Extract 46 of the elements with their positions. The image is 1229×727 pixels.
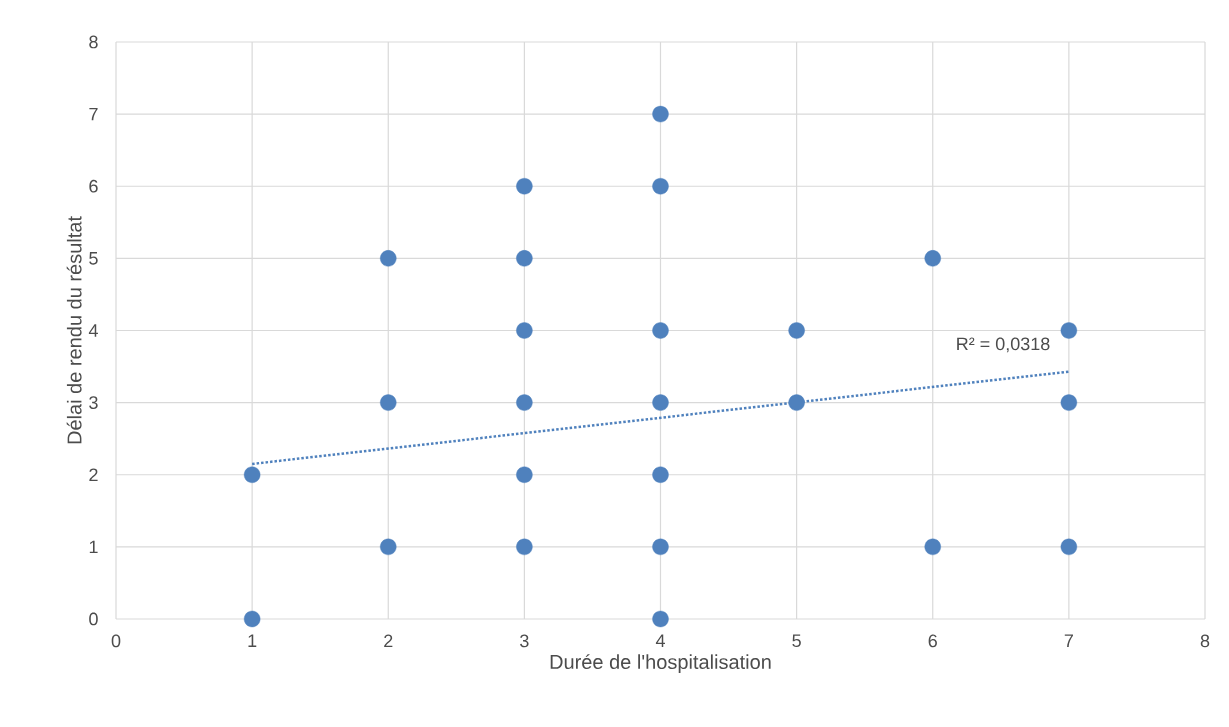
x-tick-label: 1 [248, 634, 257, 647]
y-tick-label: 7 [89, 107, 98, 121]
y-tick-label: 0 [89, 612, 98, 626]
point [652, 322, 669, 339]
point [516, 466, 533, 483]
y-axis-title: Délai de rendu du résultat [66, 216, 82, 444]
point [243, 610, 261, 628]
point [1060, 394, 1078, 411]
y-tick-label: 5 [89, 252, 98, 265]
point [380, 538, 397, 556]
point [924, 538, 941, 556]
y-tick-label: 1 [89, 540, 98, 554]
y-tick-label: 6 [89, 179, 98, 193]
point [652, 466, 669, 483]
point [516, 394, 533, 411]
x-tick-label: 2 [384, 634, 393, 648]
point [788, 322, 805, 339]
point [516, 322, 533, 339]
point [380, 394, 397, 411]
point [652, 105, 669, 123]
x-tick-label: 5 [792, 634, 801, 648]
point [516, 178, 533, 195]
point [652, 178, 669, 195]
point [516, 250, 533, 267]
point [1060, 322, 1078, 339]
point [243, 466, 261, 483]
x-tick-label: 8 [1200, 634, 1210, 648]
y-tick-label: 8 [89, 35, 98, 49]
x-tick-label: 7 [1064, 634, 1073, 647]
point [788, 394, 805, 411]
x-axis-title: Durée de l'hospitalisation [550, 654, 771, 674]
y-tick-label: 3 [89, 396, 98, 409]
point [380, 250, 397, 267]
x-tick-label: 6 [928, 634, 937, 648]
point [924, 250, 941, 267]
y-tick-label: 4 [88, 324, 98, 337]
point [652, 538, 669, 556]
point [1060, 538, 1078, 556]
point [652, 394, 669, 411]
point [516, 538, 533, 556]
annotation: R² = 0,0318 [957, 337, 1050, 353]
x-tick-label: 0 [111, 634, 121, 648]
point [652, 610, 669, 628]
x-tick-label: 3 [520, 634, 529, 648]
y-tick-label: 2 [89, 468, 98, 482]
x-tick-label: 4 [655, 634, 665, 647]
